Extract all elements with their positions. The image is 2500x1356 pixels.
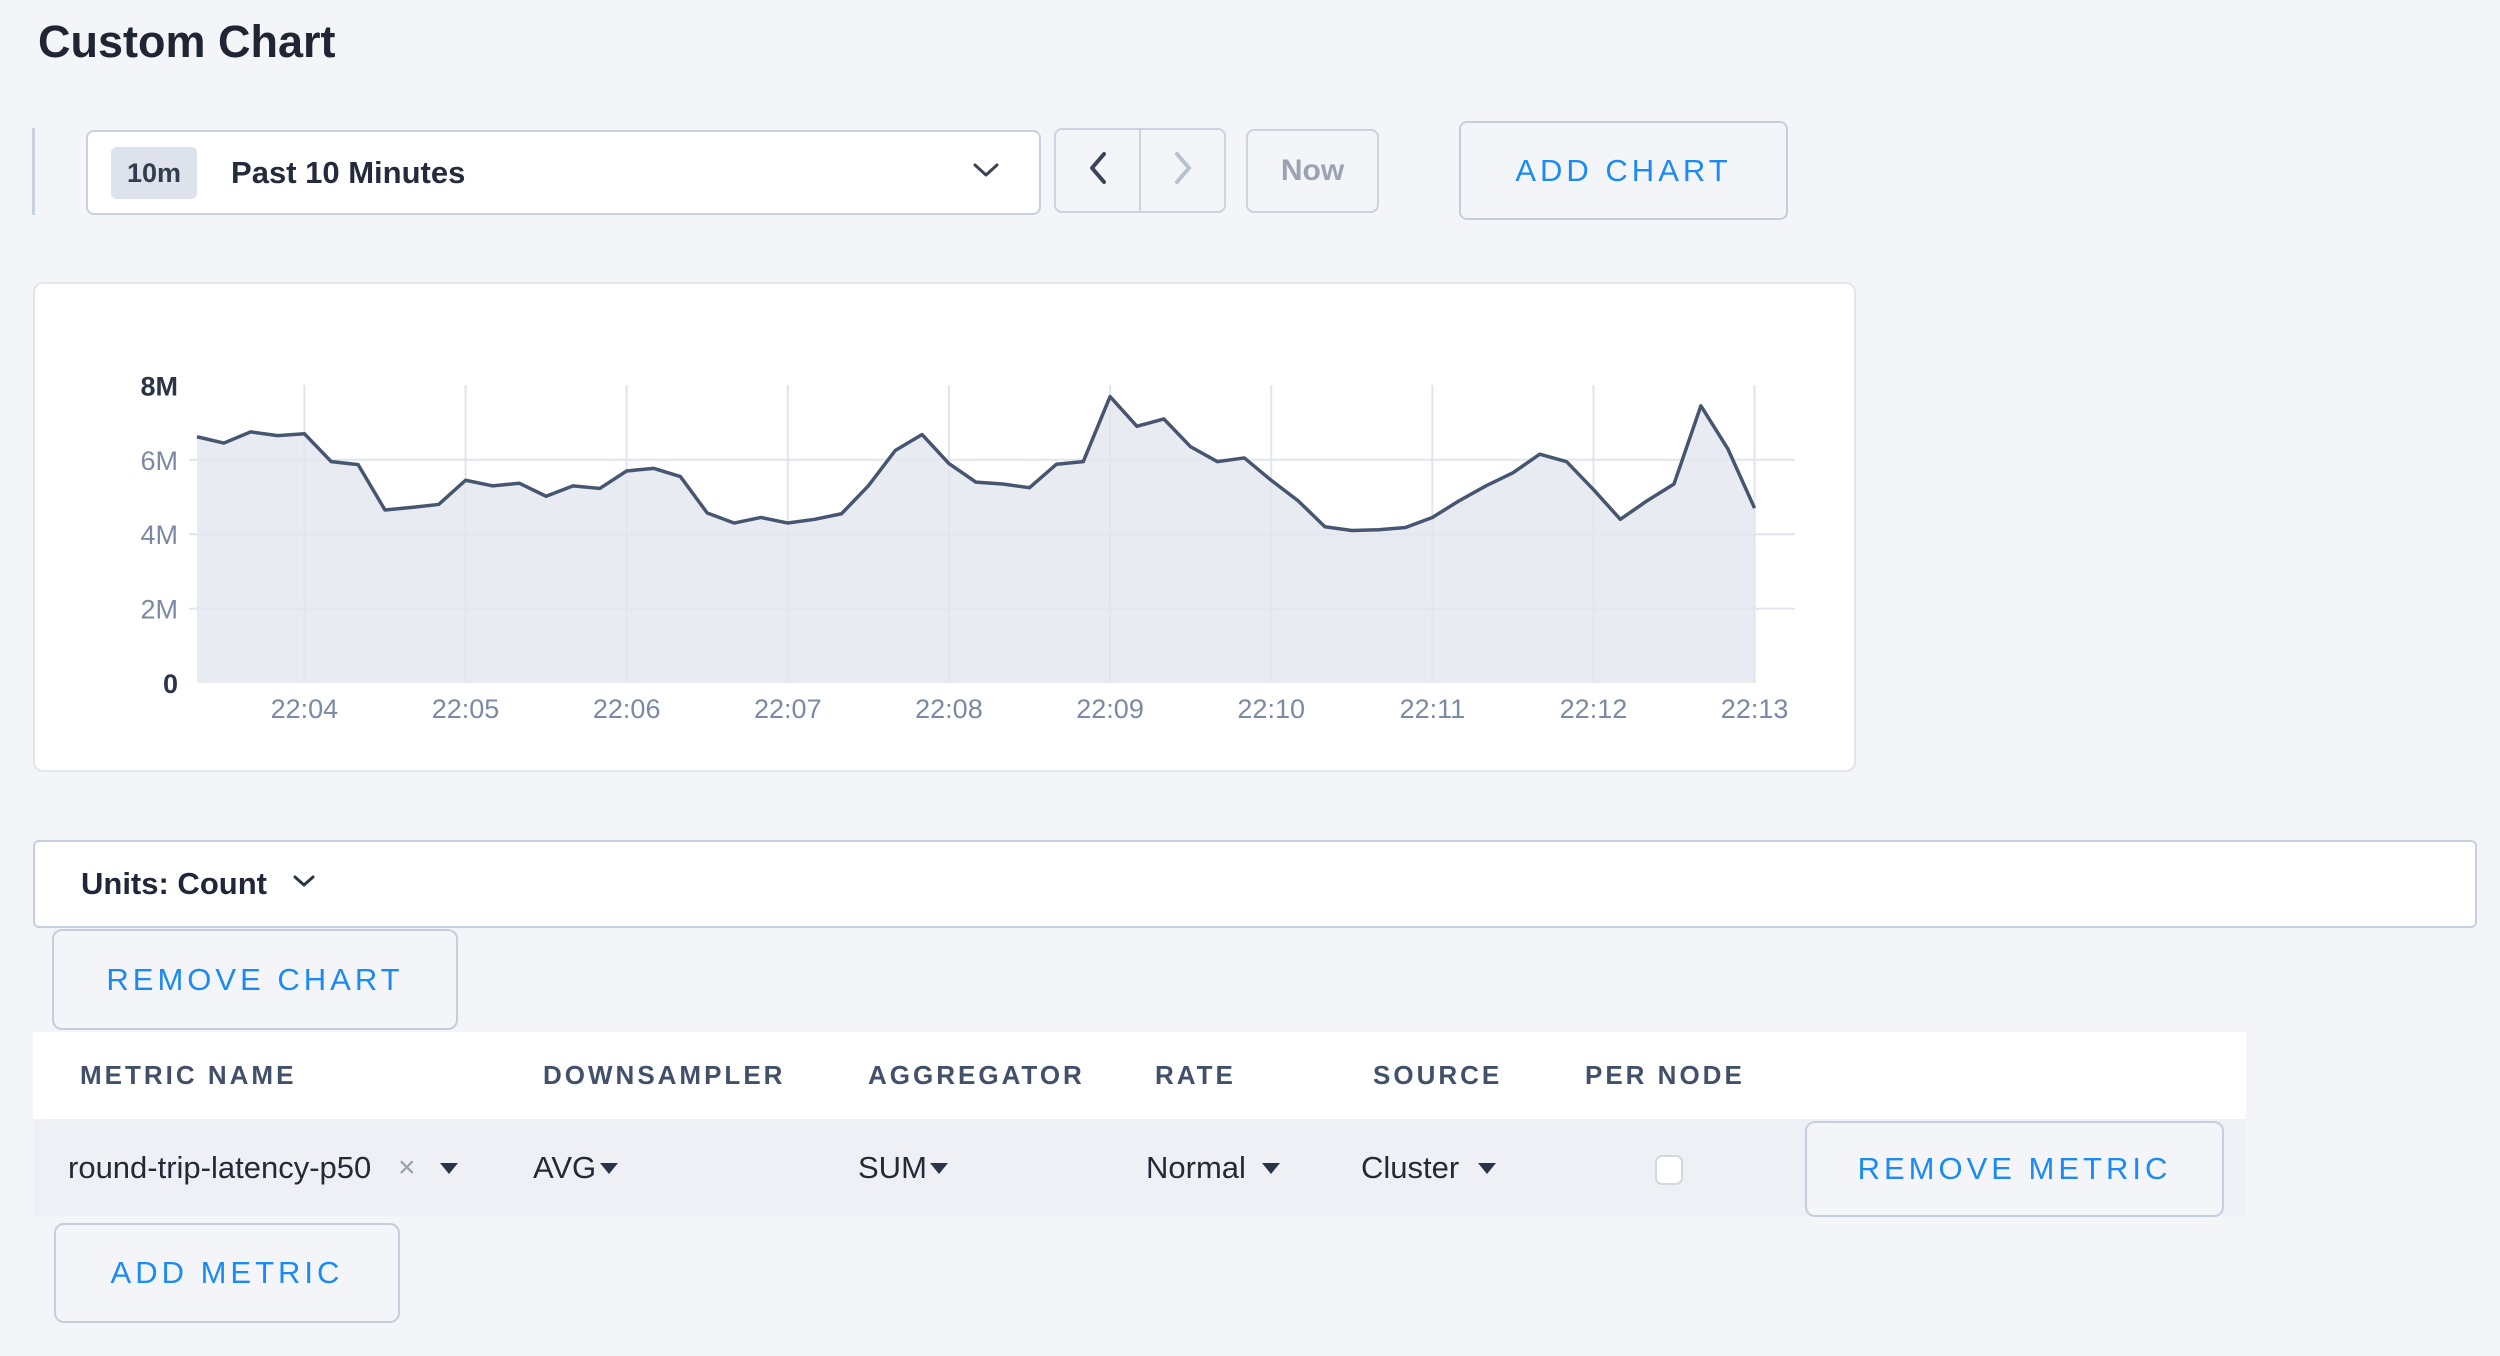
svg-text:22:11: 22:11 xyxy=(1400,694,1466,724)
clear-metric-icon[interactable]: × xyxy=(398,1151,416,1184)
svg-text:22:05: 22:05 xyxy=(432,694,500,724)
time-window-dropdown[interactable]: 10m Past 10 Minutes xyxy=(86,130,1041,215)
svg-text:22:04: 22:04 xyxy=(271,694,339,724)
per-node-checkbox[interactable] xyxy=(1655,1155,1683,1185)
column-header-source: SOURCE xyxy=(1373,1060,1503,1090)
metric-name-dropdown[interactable]: round-trip-latency-p50 xyxy=(68,1150,372,1185)
add-chart-button[interactable]: ADD CHART xyxy=(1459,121,1788,220)
next-time-range-button[interactable] xyxy=(1141,130,1224,211)
svg-text:0: 0 xyxy=(163,669,178,699)
time-window-label: Past 10 Minutes xyxy=(231,154,466,190)
caret-down-icon[interactable] xyxy=(440,1162,458,1174)
svg-text:22:09: 22:09 xyxy=(1076,694,1144,724)
metric-row: round-trip-latency-p50 × AVG SUM Normal … xyxy=(33,1119,2246,1217)
column-header-per-node: PER NODE xyxy=(1585,1060,1745,1090)
chart-card: 0 2M 4M 6M 8M 22:04 22:05 22:06 22:07 22:08 22:09 2… xyxy=(33,282,1856,772)
svg-text:2M: 2M xyxy=(140,595,178,625)
add-metric-button[interactable]: ADD METRIC xyxy=(54,1223,400,1323)
chevron-down-icon xyxy=(973,163,999,183)
source-dropdown[interactable]: Cluster xyxy=(1361,1150,1460,1185)
chevron-right-icon xyxy=(1172,151,1194,190)
previous-time-range-button[interactable] xyxy=(1056,130,1141,211)
metrics-table-header: METRIC NAME DOWNSAMPLER AGGREGATOR RATE … xyxy=(33,1032,2246,1119)
caret-down-icon[interactable] xyxy=(1262,1162,1280,1174)
aggregator-dropdown[interactable]: SUM xyxy=(858,1150,927,1185)
svg-text:8M: 8M xyxy=(140,371,178,401)
remove-metric-button[interactable]: REMOVE METRIC xyxy=(1805,1121,2224,1217)
time-range-arrows xyxy=(1054,128,1226,213)
downsampler-dropdown[interactable]: AVG xyxy=(533,1150,597,1185)
svg-text:4M: 4M xyxy=(140,520,178,550)
svg-text:6M: 6M xyxy=(140,446,178,476)
svg-text:22:07: 22:07 xyxy=(754,694,822,724)
svg-text:22:06: 22:06 xyxy=(593,694,661,724)
caret-down-icon[interactable] xyxy=(1478,1162,1496,1174)
svg-text:22:13: 22:13 xyxy=(1721,694,1789,724)
column-header-metric-name: METRIC NAME xyxy=(80,1060,297,1090)
caret-down-icon[interactable] xyxy=(930,1162,948,1174)
units-dropdown[interactable]: Units: Count xyxy=(33,840,2477,928)
column-header-aggregator: AGGREGATOR xyxy=(868,1060,1085,1090)
toolbar-accent-divider xyxy=(32,128,35,215)
rate-dropdown[interactable]: Normal xyxy=(1146,1150,1246,1185)
page-title: Custom Chart xyxy=(38,16,336,67)
svg-text:22:12: 22:12 xyxy=(1560,694,1628,724)
chevron-down-icon xyxy=(293,875,315,893)
chevron-left-icon xyxy=(1087,151,1109,190)
svg-text:22:10: 22:10 xyxy=(1237,694,1305,724)
units-label: Units: Count xyxy=(81,866,267,901)
remove-chart-button[interactable]: REMOVE CHART xyxy=(52,929,458,1030)
time-window-badge: 10m xyxy=(111,146,198,199)
timeseries-chart: 0 2M 4M 6M 8M 22:04 22:05 22:06 22:07 22:08 22:09 2… xyxy=(140,371,1795,724)
svg-text:22:08: 22:08 xyxy=(915,694,983,724)
caret-down-icon[interactable] xyxy=(600,1162,618,1174)
column-header-downsampler: DOWNSAMPLER xyxy=(543,1060,786,1090)
column-header-rate: RATE xyxy=(1155,1060,1236,1090)
now-button[interactable]: Now xyxy=(1246,129,1379,213)
